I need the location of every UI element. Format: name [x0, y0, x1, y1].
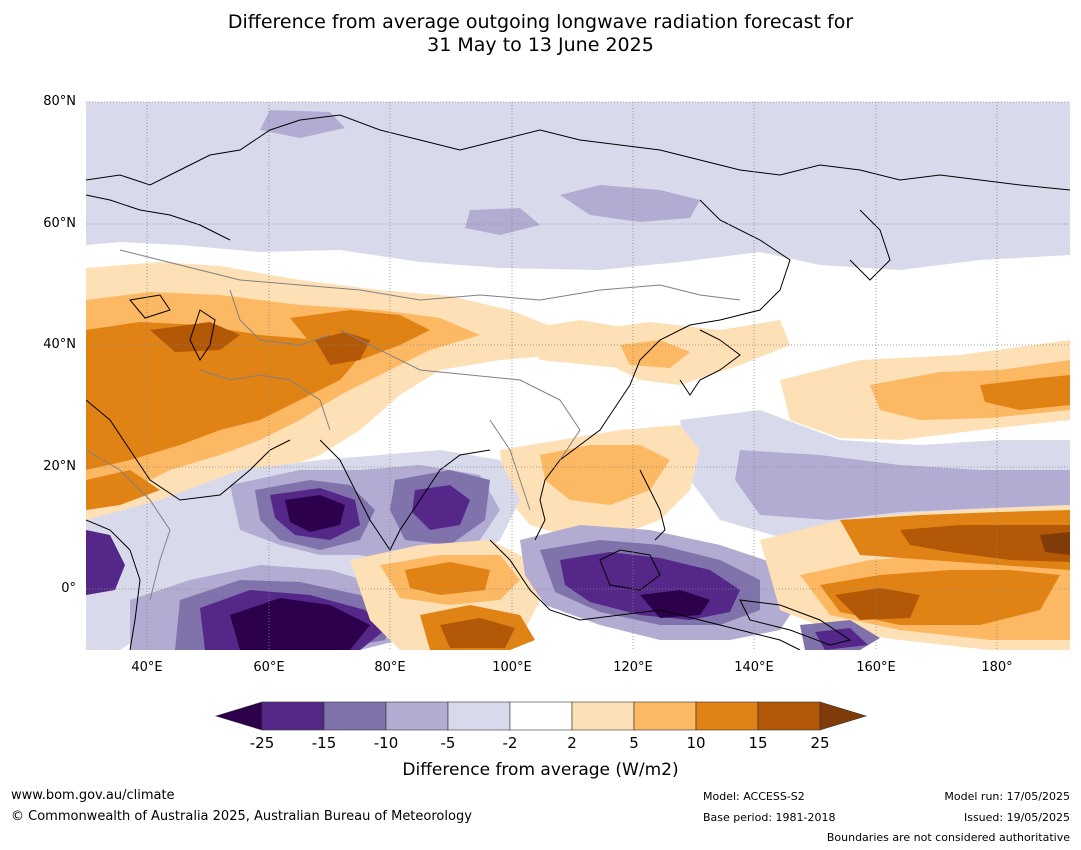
- colorbar-extend-high: [819, 701, 868, 731]
- colorbar-segment-3: [385, 701, 449, 731]
- borneo-coastline: [599, 549, 661, 591]
- colorbar-segment-7: [633, 701, 697, 731]
- colorbar-tick-4: -5: [440, 734, 456, 752]
- lon-label-100e: 100°E: [492, 660, 532, 675]
- south-indian-ocean-extreme-negative-anomaly: [230, 598, 370, 650]
- colorbar-tick-3: -10: [373, 734, 399, 752]
- caspian-sea-coastline: [189, 309, 216, 361]
- levant-strong-positive-anomaly: [150, 322, 240, 352]
- lat-label-20n: 20°N: [43, 459, 76, 474]
- model-name: Model: ACCESS-S2: [703, 790, 805, 803]
- colorbar-tick-1: -25: [249, 734, 275, 752]
- lon-label-120e: 120°E: [613, 660, 653, 675]
- lon-label-80e: 80°E: [374, 660, 406, 675]
- colorbar-segment-9: [757, 701, 821, 731]
- east-asia-coastline: [534, 199, 791, 541]
- tarim-strong-positive-anomaly: [315, 332, 370, 365]
- equatorial-indian-ocean-strong-positive-anomaly: [405, 562, 490, 595]
- website-link[interactable]: www.bom.gov.au/climate: [11, 788, 175, 803]
- siberia-negative-anomaly: [560, 185, 700, 222]
- lon-label-160e: 160°E: [856, 660, 896, 675]
- lat-label-40n: 40°N: [43, 337, 76, 352]
- sumatra-strong-positive-anomaly: [440, 618, 515, 648]
- colorbar-segment-8: [695, 701, 759, 731]
- china-border: [339, 329, 581, 461]
- japan-coastline: [679, 329, 741, 396]
- colorbar-segment-6: [571, 701, 635, 731]
- central-asia-border: [229, 289, 331, 346]
- philippines-coastline: [639, 469, 666, 541]
- africa-coastline: [86, 519, 141, 650]
- model-run-date: Model run: 17/05/2025: [944, 790, 1070, 803]
- itcz-extreme-positive-anomaly: [1040, 532, 1070, 555]
- yenisei-negative-anomaly: [465, 208, 540, 235]
- colorbar-segment-1: [261, 701, 325, 731]
- copyright-text: © Commonwealth of Australia 2025, Austra…: [11, 809, 472, 824]
- lat-label-60n: 60°N: [43, 216, 76, 231]
- colorbar-tick-9: 15: [748, 734, 768, 752]
- kamchatka-coastline: [849, 209, 891, 281]
- issued-date: Issued: 19/05/2025: [963, 811, 1070, 824]
- southeast-asia-coastline: [489, 539, 801, 650]
- black-sea-coastline: [129, 294, 171, 319]
- lon-label-60e: 60°E: [253, 660, 285, 675]
- lon-label-40e: 40°E: [131, 660, 163, 675]
- arabia-coastline: [86, 399, 291, 501]
- colorbar: [214, 701, 868, 731]
- russia-border: [119, 249, 741, 301]
- tropical-pacific-core-negative-anomaly: [735, 450, 1070, 520]
- colorbar-tick-10: 25: [810, 734, 830, 752]
- lon-label-180: 180°: [981, 660, 1013, 675]
- colorbar-segment-2: [323, 701, 387, 731]
- equatorial-pacific-extreme-positive-anomaly: [835, 588, 920, 620]
- base-period: Base period: 1981-2018: [703, 811, 836, 824]
- colorbar-tick-5: -2: [502, 734, 518, 752]
- arabian-sea-extreme-negative-anomaly: [285, 495, 345, 532]
- anomaly-field: [86, 102, 1070, 650]
- europe-coastline: [86, 194, 231, 241]
- lat-label-80n: 80°N: [43, 94, 76, 109]
- korea-core-positive-anomaly: [620, 340, 690, 368]
- gulf-positive-anomaly: [86, 470, 160, 510]
- colorbar-tick-2: -15: [311, 734, 337, 752]
- southeast-asia-border: [489, 419, 531, 511]
- maritime-continent-extreme-negative-anomaly: [640, 590, 710, 618]
- colorbar-tick-7: 5: [629, 734, 639, 752]
- korea-positive-anomaly: [590, 320, 790, 385]
- colorbar-tick-6: 2: [567, 734, 577, 752]
- itcz-strong-positive-anomaly: [900, 525, 1070, 562]
- colorbar-extend-low: [214, 701, 263, 731]
- colorbar-title: Difference from average (W/m2): [402, 760, 679, 780]
- lon-label-140e: 140°E: [734, 660, 774, 675]
- boundaries-disclaimer: Boundaries are not considered authoritat…: [826, 831, 1070, 844]
- north-negative-anomaly: [86, 102, 1070, 270]
- india-coastline: [319, 439, 491, 551]
- east-pacific-positive-anomaly: [980, 375, 1070, 410]
- map-gridlines: [86, 101, 1070, 650]
- map-title-line-2: 31 May to 13 June 2025: [427, 34, 654, 56]
- map-title-line-1: Difference from average outgoing longwav…: [227, 11, 854, 33]
- colorbar-segment-4: [447, 701, 511, 731]
- bay-of-bengal-strong-negative-anomaly: [412, 485, 470, 530]
- africa-border: [86, 449, 171, 601]
- iran-border: [199, 369, 331, 431]
- lat-label-0: 0°: [61, 581, 76, 596]
- arabia-positive-anomaly: [86, 322, 370, 470]
- coastlines: [86, 114, 1070, 650]
- colorbar-tick-8: 10: [686, 734, 706, 752]
- colorbar-segment-5: [509, 701, 573, 731]
- east-africa-negative-anomaly: [86, 530, 125, 595]
- arctic-coastline: [86, 114, 1070, 191]
- country-boundaries: [86, 249, 741, 601]
- new-guinea-coastline: [739, 599, 852, 646]
- indochina-positive-anomaly: [540, 445, 670, 505]
